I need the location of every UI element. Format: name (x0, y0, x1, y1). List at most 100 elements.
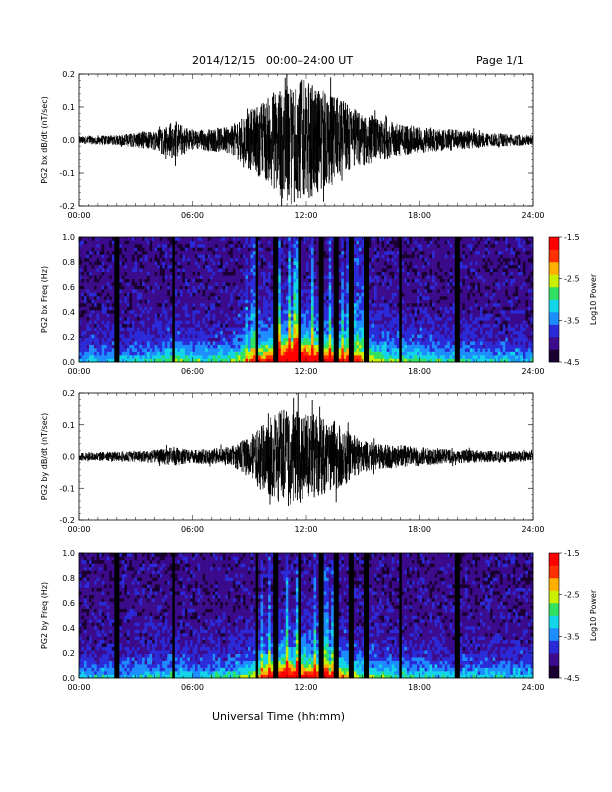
spectrogram-cell (399, 309, 403, 314)
spectrogram-cell (396, 330, 400, 335)
spectrogram-cell (99, 348, 102, 352)
spectrogram-cell (369, 296, 372, 300)
spectrogram-cell (237, 299, 241, 304)
spectrogram-cell (235, 282, 239, 286)
spectrogram-cell (366, 337, 370, 342)
spectrogram-cell (131, 278, 135, 283)
y-tick-label: 0.2 (62, 70, 75, 79)
spectrogram-cell (116, 240, 120, 245)
spectrogram-cell (242, 302, 246, 307)
spectrogram-cell (202, 327, 206, 332)
spectrogram-cell (295, 282, 299, 286)
spectrogram-cell (326, 337, 329, 342)
spectrogram-cell (142, 250, 145, 255)
spectrogram-cell (179, 348, 183, 352)
spectrogram-cell (222, 351, 226, 356)
spectrogram-cell (212, 268, 216, 273)
spectrogram-cell (260, 344, 264, 349)
spectrogram-cell (99, 264, 102, 269)
spectrogram-cell (119, 278, 123, 283)
spectrogram-cell (381, 348, 385, 352)
spectrogram-cell (230, 240, 234, 245)
spectrogram-cell (399, 289, 403, 293)
spectrogram-cell (331, 247, 335, 252)
spectrogram-cell (220, 275, 224, 279)
spectrogram-cell (313, 247, 317, 252)
spectrogram-cell (381, 240, 385, 245)
spectrogram-cell (253, 240, 256, 245)
spectrogram-cell (371, 257, 375, 262)
spectrogram-cell (94, 289, 97, 293)
spectrogram-cell (134, 344, 138, 349)
spectrogram-cell (313, 282, 317, 286)
spectrogram-cell (116, 254, 120, 259)
spectrogram-cell (351, 243, 355, 248)
spectrogram-cell (311, 355, 314, 359)
spectrogram-cell (306, 278, 309, 283)
spectrogram-cell (351, 309, 355, 314)
spectrogram-cell (394, 306, 398, 311)
spectrogram-cell (371, 264, 375, 269)
spectrogram-cell (124, 348, 128, 352)
spectrogram-cell (255, 240, 259, 245)
spectrogram-cell (381, 327, 385, 332)
spectrogram-cell (411, 316, 415, 321)
spectrogram-cell (227, 337, 231, 342)
spectrogram-cell (401, 348, 405, 352)
spectrogram-cell (134, 348, 138, 352)
spectrogram-cell (364, 289, 367, 293)
spectrogram-cell (182, 299, 186, 304)
spectrogram-cell (189, 247, 193, 252)
spectrogram-cell (351, 237, 355, 241)
spectrogram-cell (230, 254, 234, 259)
spectrogram-cell (137, 285, 140, 290)
spectrogram-cell (381, 289, 385, 293)
spectrogram-cell (265, 299, 269, 304)
spectrogram-cell (89, 257, 92, 262)
spectrogram-cell (106, 278, 110, 283)
spectrogram-cell (399, 271, 403, 276)
spectrogram-cell (235, 271, 239, 276)
spectrogram-cell (311, 243, 314, 248)
spectrogram-cell (298, 275, 302, 279)
spectrogram-cell (217, 355, 221, 359)
spectrogram-cell (116, 296, 120, 300)
spectrogram-cell (162, 278, 166, 283)
spectrogram-cell (358, 271, 362, 276)
spectrogram-cell (197, 285, 201, 290)
spectrogram-cell (311, 337, 314, 342)
spectrogram-cell (230, 296, 234, 300)
spectrogram-cell (285, 323, 289, 328)
spectrogram-cell (411, 348, 415, 352)
spectrogram-cell (142, 289, 145, 293)
spectrogram-cell (414, 243, 418, 248)
spectrogram-cell (270, 247, 274, 252)
spectrogram-cell (144, 334, 148, 338)
spectrogram-cell (111, 282, 115, 286)
spectrogram-cell (152, 240, 155, 245)
spectrogram-cell (321, 358, 324, 363)
spectrogram-cell (147, 282, 150, 286)
spectrogram-cell (374, 351, 377, 356)
spectrogram-cell (210, 306, 213, 311)
spectrogram-cell (275, 327, 279, 332)
spectrogram-cell (129, 302, 133, 307)
spectrogram-cell (346, 334, 350, 338)
spectrogram-cell (379, 344, 382, 349)
spectrogram-cell (331, 296, 335, 300)
spectrogram-cell (411, 271, 415, 276)
spectrogram-cell (124, 351, 128, 356)
spectrogram-cell (323, 289, 327, 293)
spectrogram-cell (404, 285, 408, 290)
spectrogram-cell (323, 268, 327, 273)
spectrogram-cell (129, 268, 133, 273)
spectrogram-cell (225, 344, 229, 349)
spectrogram-cell (321, 278, 324, 283)
spectrogram-cell (212, 299, 216, 304)
spectrogram-cell (404, 358, 408, 363)
spectrogram-cell (179, 243, 183, 248)
spectrogram-cell (278, 261, 282, 266)
spectrogram-cell (348, 254, 352, 259)
spectrogram-cell (242, 327, 246, 332)
spectrogram-cell (353, 264, 357, 269)
